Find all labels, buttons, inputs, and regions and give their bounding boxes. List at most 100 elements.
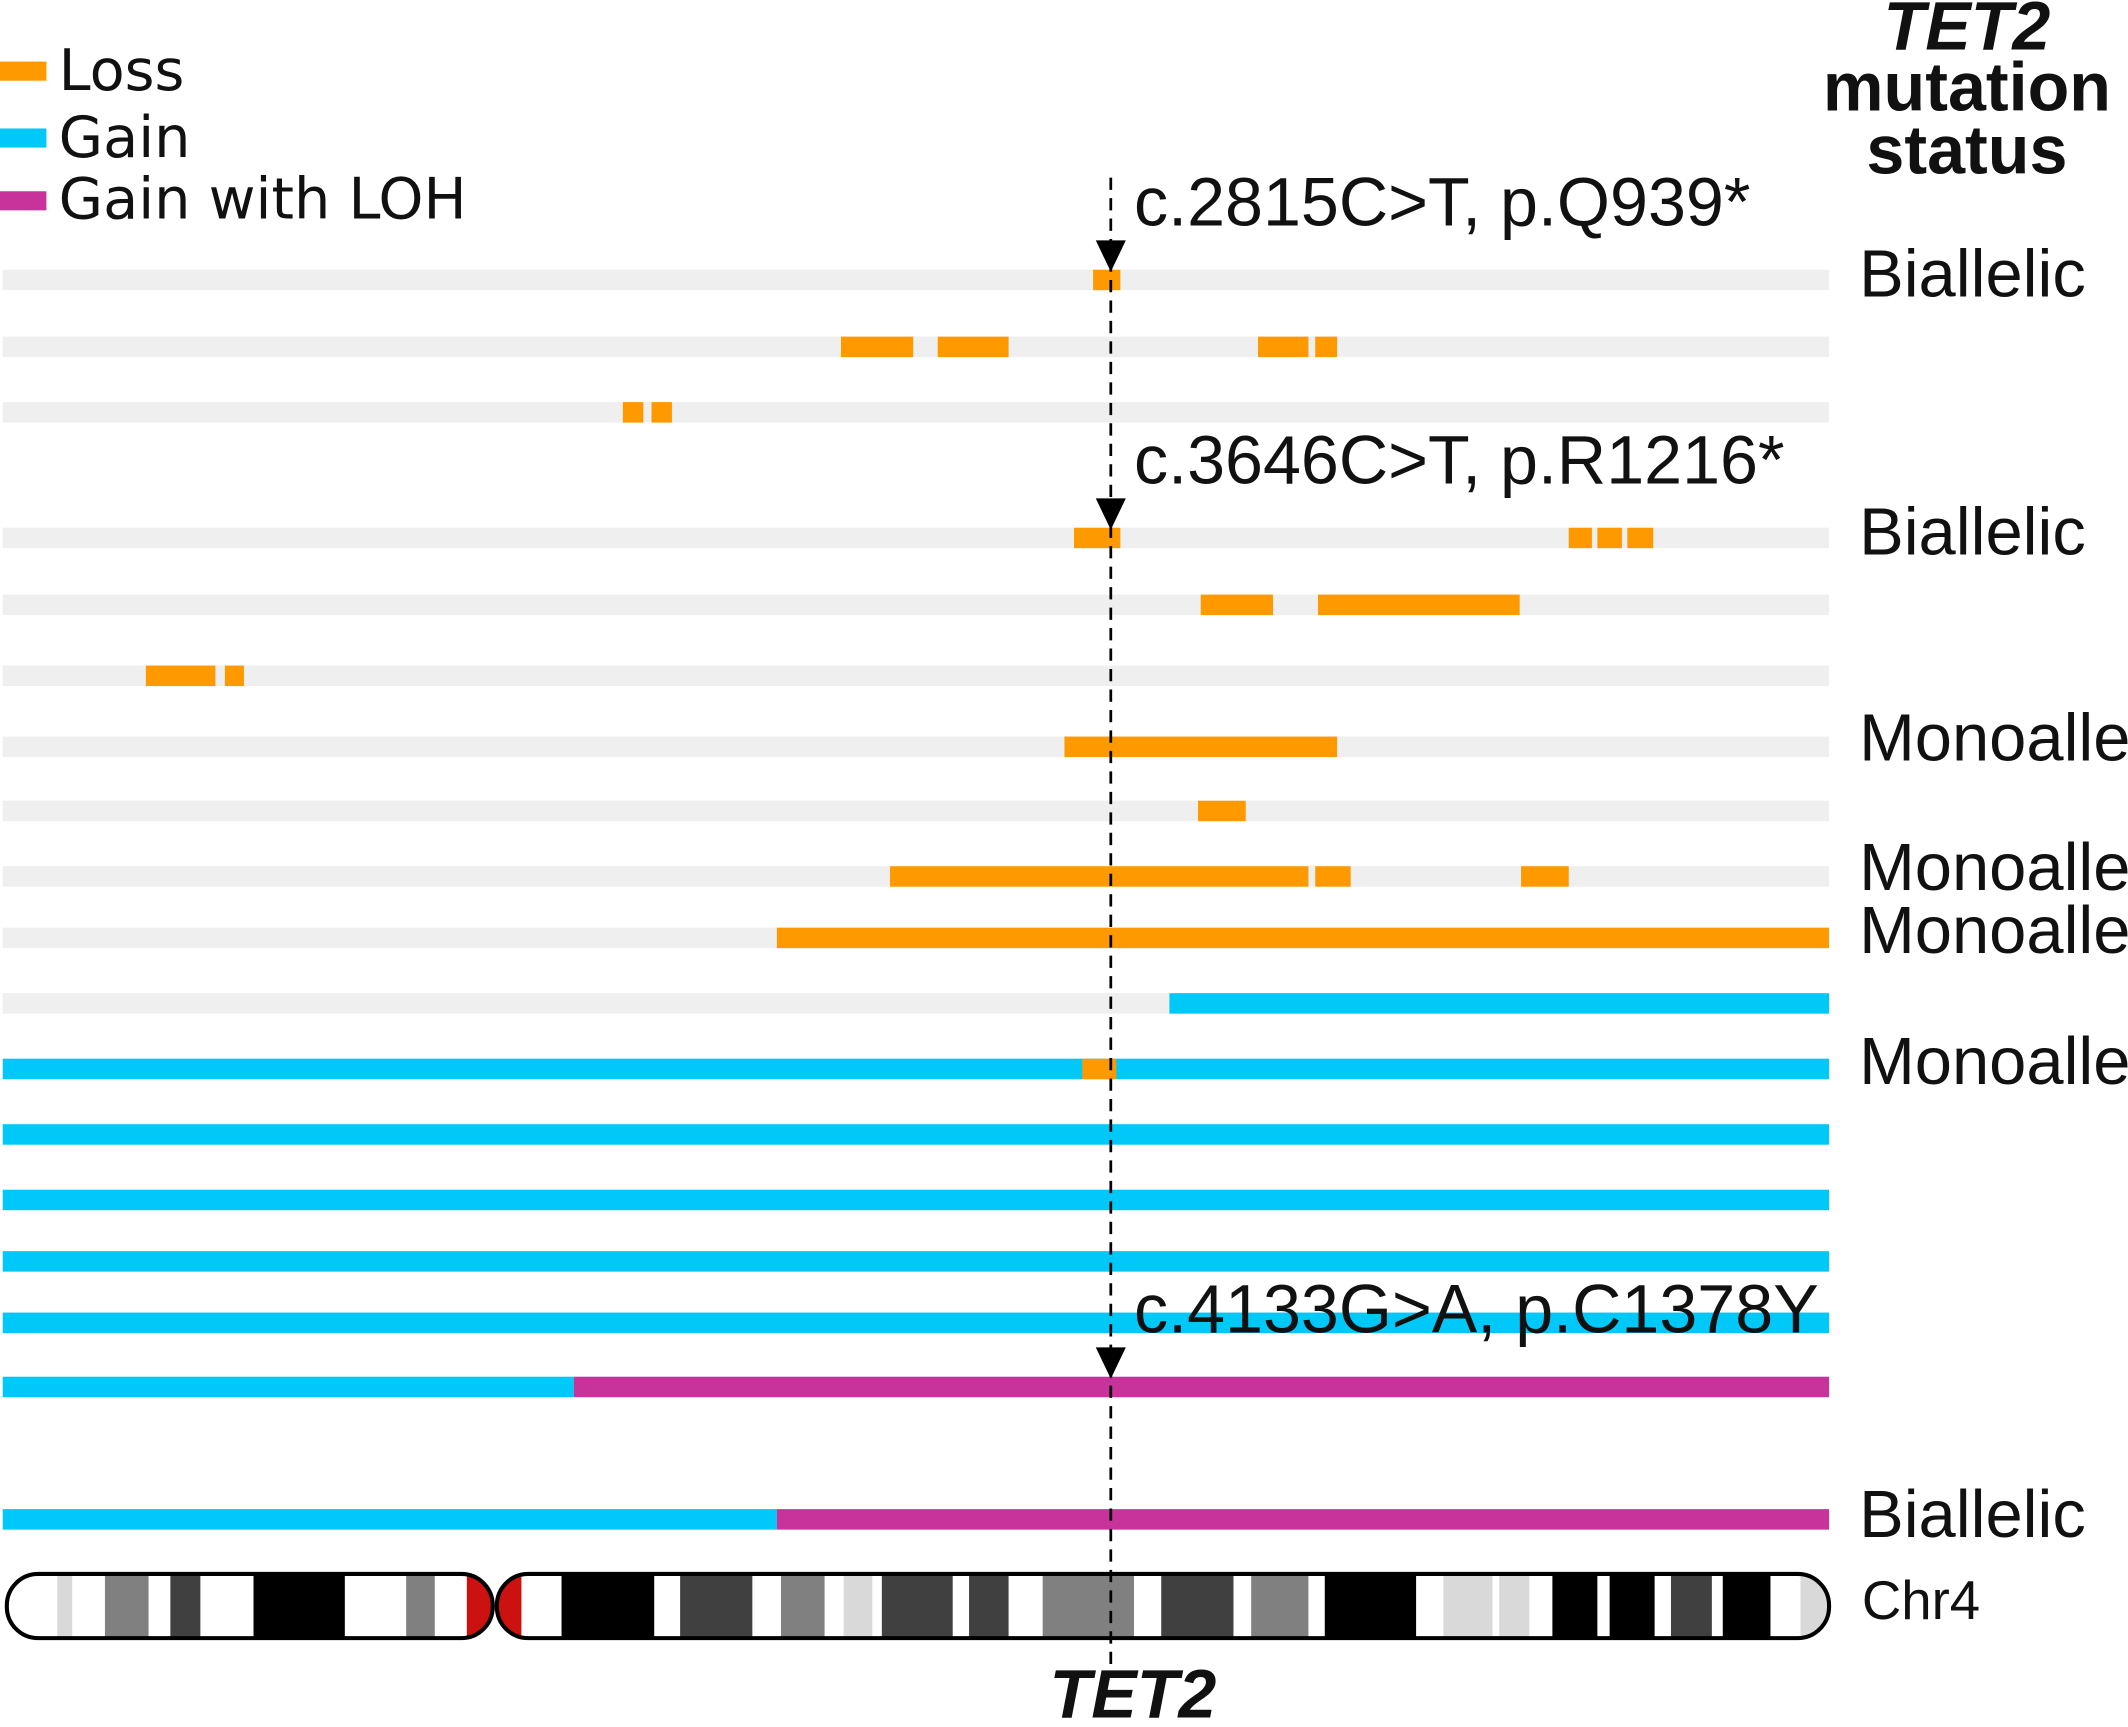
chromosome-band	[780, 1573, 825, 1639]
segment-gain	[2, 1189, 1830, 1211]
chromosome-band	[881, 1573, 953, 1639]
status-label: Monoallelic	[1859, 1024, 2128, 1099]
sample-track	[2, 800, 1830, 822]
chromosome-band	[57, 1573, 73, 1639]
sample-track	[2, 736, 1830, 758]
segment-gain	[2, 1376, 574, 1398]
mutation-arrow	[1095, 1347, 1126, 1379]
legend-swatch-gain-loh	[0, 191, 47, 211]
track-background	[2, 527, 1830, 549]
chromosome-band	[1722, 1573, 1771, 1639]
segment-loss	[651, 402, 672, 423]
sample-track	[2, 1251, 1830, 1272]
track-background	[2, 336, 1830, 358]
legend-label-gain: Gain	[59, 104, 191, 171]
sample-track	[2, 1312, 1830, 1334]
chromosome-band	[1251, 1573, 1309, 1639]
track-background	[2, 665, 1830, 687]
status-label: Biallelic	[1859, 494, 2086, 569]
sample-track	[2, 1058, 1830, 1080]
chromosome-band	[1161, 1573, 1234, 1639]
segment-loss	[1093, 269, 1121, 291]
chromosome-p-arm	[6, 1573, 493, 1639]
chromosome-band	[1800, 1573, 1830, 1639]
status-header-gene: TET2	[1884, 0, 2051, 64]
chromosome-band	[406, 1573, 435, 1639]
chromosome-q-arm	[496, 1573, 1830, 1639]
sample-track	[2, 993, 1830, 1014]
segment-loss	[776, 927, 1830, 949]
segment-loss	[1597, 527, 1622, 549]
segment-loss	[937, 336, 1009, 358]
chromosome-band	[1609, 1573, 1655, 1639]
segment-loss	[890, 866, 1309, 887]
segment-loss	[1198, 800, 1246, 822]
segment-gain-loh	[776, 1509, 1830, 1530]
chromosome-band	[1670, 1573, 1712, 1639]
sample-track	[2, 866, 1830, 887]
status-header-line3: status	[1866, 113, 2067, 189]
segment-loss	[1257, 336, 1309, 358]
legend-label-loss: Loss	[59, 37, 185, 104]
sample-track	[2, 594, 1830, 616]
sample-track	[2, 927, 1830, 949]
sample-track	[2, 665, 1830, 687]
segment-gain	[2, 1251, 1830, 1272]
chromosome-band	[1324, 1573, 1417, 1639]
chromosome-band	[561, 1573, 655, 1639]
segment-loss	[1317, 594, 1520, 616]
track-background	[2, 269, 1830, 291]
segment-loss	[145, 665, 216, 687]
segment-gain	[2, 1058, 1830, 1080]
sample-track	[2, 1124, 1830, 1145]
track-background	[2, 800, 1830, 822]
status-header: TET2 mutation status	[1823, 0, 2111, 189]
chromosome-ideogram: Chr4	[4, 1570, 1980, 1641]
segment-loss	[622, 402, 644, 423]
chromosome-band	[969, 1573, 1009, 1639]
status-label: Monoallelic	[1859, 893, 2128, 968]
segment-loss	[840, 336, 914, 358]
segment-loss	[1315, 866, 1351, 887]
segment-loss	[224, 665, 244, 687]
segment-loss	[1064, 736, 1338, 758]
sample-track	[2, 402, 1830, 423]
status-label: Monoallelic	[1859, 700, 2128, 775]
segment-gain	[2, 1124, 1830, 1145]
segment-loss	[1568, 527, 1592, 549]
mutation-arrow	[1095, 240, 1126, 272]
segment-loss	[1521, 866, 1569, 887]
sample-tracks	[2, 269, 1830, 1530]
centromere	[496, 1573, 522, 1639]
gene-label: TET2	[1050, 1656, 1217, 1727]
sample-track	[2, 1509, 1830, 1530]
chromosome-band	[1042, 1573, 1134, 1639]
segment-gain	[2, 1312, 1830, 1334]
legend-swatch-gain	[0, 128, 47, 148]
track-background	[2, 736, 1830, 758]
sample-track	[2, 269, 1830, 291]
sample-track	[2, 527, 1830, 549]
segment-loss	[1082, 1058, 1117, 1080]
segment-loss	[1315, 336, 1338, 358]
status-header-line2: mutation	[1823, 50, 2111, 126]
status-labels: BiallelicBiallelicMonoallelicMonoallelic…	[1859, 236, 2128, 1552]
status-label: Biallelic	[1859, 1477, 2086, 1552]
segment-gain-loh	[573, 1376, 1830, 1398]
legend-swatch-loss	[0, 61, 47, 81]
legend-label-gain-loh: Gain with LOH	[59, 166, 467, 233]
segment-loss	[1627, 527, 1654, 549]
legend: Loss Gain Gain with LOH	[0, 37, 467, 233]
chromosome-label: Chr4	[1862, 1570, 1980, 1631]
chromosome-p-arm-outline	[4, 1571, 495, 1641]
chromosome-band	[170, 1573, 201, 1639]
chromosome-band	[1443, 1573, 1493, 1639]
status-label: Monoallelic	[1859, 830, 2128, 905]
status-label: Biallelic	[1859, 236, 2086, 311]
chromosome-band	[104, 1573, 149, 1639]
chromosome-band	[843, 1573, 873, 1639]
chromosome-band	[1499, 1573, 1530, 1639]
mutation-label: c.4133G>A, p.C1378Y	[1134, 1271, 1819, 1347]
segment-gain	[2, 1509, 777, 1530]
